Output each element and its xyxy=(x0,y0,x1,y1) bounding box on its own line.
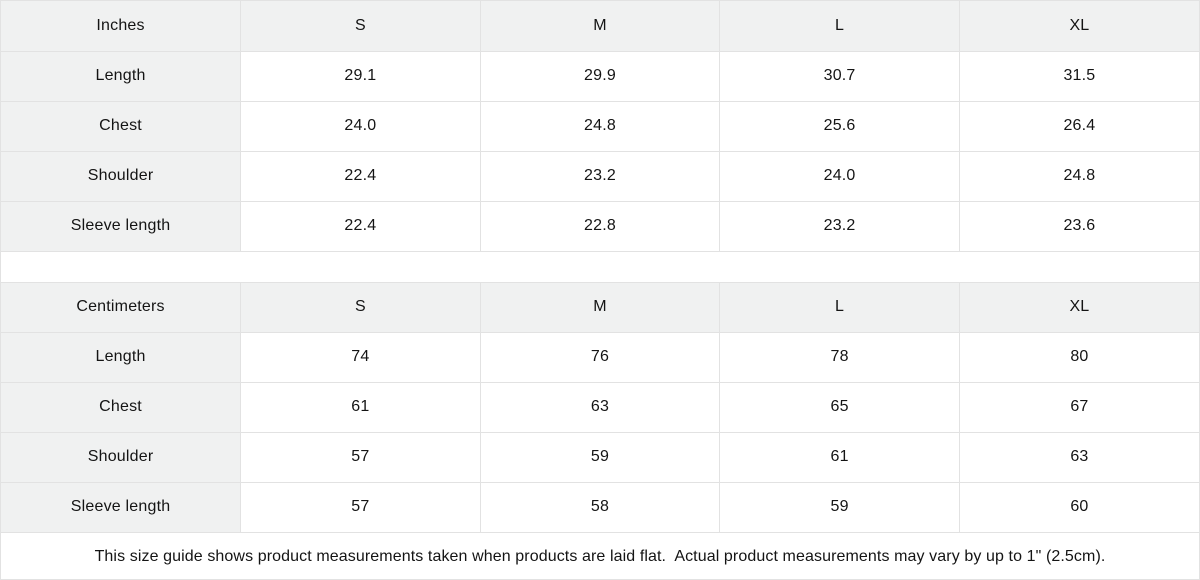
measurement-cell: 22.4 xyxy=(240,200,481,252)
centimeters-size-table: Centimeters S M L XL Length 74 76 78 80 … xyxy=(1,281,1199,533)
measurement-cell: 61 xyxy=(240,381,481,433)
measurement-cell: 24.0 xyxy=(240,100,481,152)
measurement-cell: 29.1 xyxy=(240,50,481,102)
table-row: Shoulder 57 59 61 63 xyxy=(1,431,1199,483)
header-row: Centimeters S M L XL xyxy=(1,281,1199,333)
measurement-cell: 74 xyxy=(240,331,481,383)
measurement-cell: 67 xyxy=(958,381,1199,433)
row-label-cell: Chest xyxy=(1,100,242,152)
measurement-cell: 76 xyxy=(479,331,721,383)
measurement-cell: 80 xyxy=(958,331,1199,383)
table-spacer xyxy=(1,251,1199,282)
size-column-header-s: S xyxy=(240,281,481,333)
row-label-cell: Length xyxy=(1,50,242,102)
unit-header-cell: Inches xyxy=(1,1,242,52)
header-row: Inches S M L XL xyxy=(1,1,1199,52)
row-label-cell: Sleeve length xyxy=(1,200,242,252)
measurement-cell: 22.8 xyxy=(479,200,721,252)
row-label-cell: Sleeve length xyxy=(1,481,242,533)
measurement-cell: 57 xyxy=(240,481,481,533)
measurement-cell: 58 xyxy=(479,481,721,533)
row-label-cell: Shoulder xyxy=(1,431,242,483)
measurement-cell: 78 xyxy=(719,331,960,383)
size-column-header-l: L xyxy=(719,281,960,333)
measurement-cell: 65 xyxy=(719,381,960,433)
table-row: Sleeve length 57 58 59 60 xyxy=(1,481,1199,533)
size-column-header-xl: XL xyxy=(958,281,1199,333)
size-column-header-s: S xyxy=(240,1,481,52)
table-row: Length 74 76 78 80 xyxy=(1,331,1199,383)
size-column-header-xl: XL xyxy=(958,1,1199,52)
table-row: Shoulder 22.4 23.2 24.0 24.8 xyxy=(1,150,1199,202)
measurement-cell: 26.4 xyxy=(958,100,1199,152)
measurement-cell: 24.8 xyxy=(479,100,721,152)
measurement-cell: 24.0 xyxy=(719,150,960,202)
measurement-cell: 22.4 xyxy=(240,150,481,202)
measurement-cell: 25.6 xyxy=(719,100,960,152)
measurement-cell: 59 xyxy=(719,481,960,533)
row-label-cell: Length xyxy=(1,331,242,383)
size-column-header-m: M xyxy=(479,281,721,333)
table-row: Sleeve length 22.4 22.8 23.2 23.6 xyxy=(1,200,1199,252)
measurement-cell: 57 xyxy=(240,431,481,483)
measurement-cell: 23.6 xyxy=(958,200,1199,252)
row-label-cell: Shoulder xyxy=(1,150,242,202)
measurement-cell: 63 xyxy=(958,431,1199,483)
row-label-cell: Chest xyxy=(1,381,242,433)
size-column-header-l: L xyxy=(719,1,960,52)
measurement-cell: 23.2 xyxy=(479,150,721,202)
measurement-cell: 23.2 xyxy=(719,200,960,252)
measurement-cell: 31.5 xyxy=(958,50,1199,102)
measurement-cell: 61 xyxy=(719,431,960,483)
size-column-header-m: M xyxy=(479,1,721,52)
measurement-cell: 30.7 xyxy=(719,50,960,102)
unit-header-cell: Centimeters xyxy=(1,281,242,333)
size-guide-note: This size guide shows product measuremen… xyxy=(1,532,1199,579)
table-row: Length 29.1 29.9 30.7 31.5 xyxy=(1,50,1199,102)
table-row: Chest 61 63 65 67 xyxy=(1,381,1199,433)
measurement-cell: 59 xyxy=(479,431,721,483)
table-row: Chest 24.0 24.8 25.6 26.4 xyxy=(1,100,1199,152)
measurement-cell: 63 xyxy=(479,381,721,433)
measurement-cell: 24.8 xyxy=(958,150,1199,202)
measurement-cell: 29.9 xyxy=(479,50,721,102)
measurement-cell: 60 xyxy=(958,481,1199,533)
inches-size-table: Inches S M L XL Length 29.1 29.9 30.7 31… xyxy=(1,1,1199,252)
